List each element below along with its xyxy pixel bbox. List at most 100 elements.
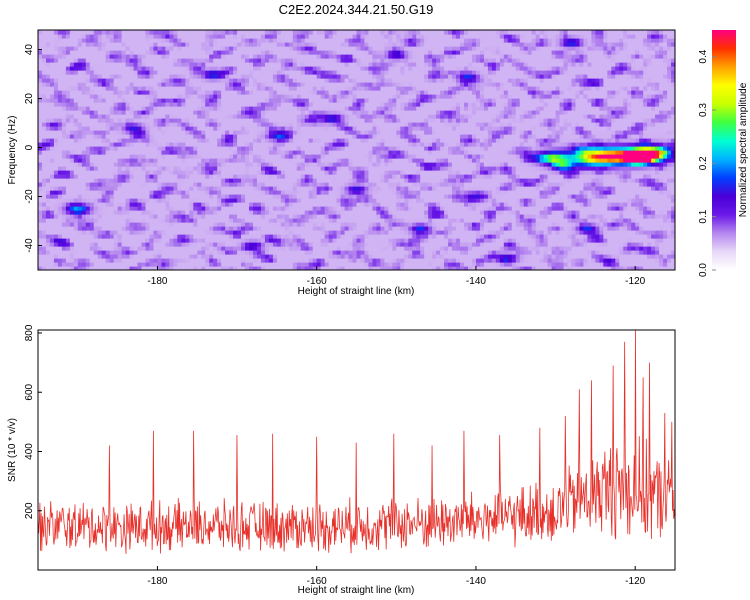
spectrogram-cell (487, 206, 493, 211)
spectrogram-cell (141, 186, 147, 191)
spectrogram-cell (467, 262, 473, 267)
spectrogram-cell (575, 190, 581, 195)
spectrogram-cell (308, 178, 314, 183)
spectrogram-cell (352, 146, 358, 151)
spectrogram-cell (157, 226, 163, 231)
spectrogram-cell (651, 162, 656, 167)
spectrogram-cell (555, 266, 561, 270)
spectrogram-cell (376, 158, 381, 163)
spectrogram-cell (241, 258, 246, 263)
spectrogram-cell (77, 218, 83, 223)
spectrogram-cell (400, 246, 405, 251)
spectrogram-cell (53, 234, 59, 239)
spectrogram-cell (567, 258, 573, 263)
spectrogram-cell (639, 186, 644, 191)
spectrogram-cell (201, 174, 206, 179)
spectrogram-cell (412, 198, 417, 203)
spectrogram-cell (396, 194, 401, 199)
spectrogram-cell (376, 202, 381, 207)
spectrogram-cell (193, 210, 198, 215)
spectrogram-cell (49, 234, 55, 239)
spectrogram-cell (372, 266, 378, 270)
spectrogram-cell (149, 162, 155, 167)
spectrogram-cell (647, 186, 652, 191)
spectrogram-cell (280, 198, 286, 203)
spectrogram-cell (105, 182, 111, 187)
spectrogram-cell (436, 162, 441, 167)
spectrogram-cell (420, 194, 425, 199)
spectrogram-cell (312, 190, 318, 195)
spectrogram-cell (547, 262, 553, 267)
spectrogram-cell (272, 158, 278, 163)
spectrogram-cell (655, 262, 660, 267)
spectrogram-cell (81, 254, 87, 259)
spectrogram-cell (38, 146, 43, 151)
spectrogram-cell (376, 226, 381, 231)
spectrogram-cell (579, 154, 585, 159)
spectrogram-cell (185, 170, 190, 175)
spectrogram-cell (245, 266, 250, 270)
spectrogram-cell (507, 242, 513, 247)
spectrogram-cell (440, 218, 445, 223)
spectrogram-cell (276, 222, 282, 227)
spectrogram-cell (169, 142, 174, 147)
spectrogram-cell (607, 246, 612, 251)
spectrogram-cell (61, 254, 67, 259)
spectrogram-cell (221, 238, 226, 243)
spectrogram-cell (615, 258, 620, 263)
spectrogram-cell (177, 198, 182, 203)
spectrogram-cell (161, 178, 166, 183)
spectrogram-cell (583, 182, 589, 187)
spectrogram-cell (400, 234, 405, 239)
spectrogram-cell (229, 198, 234, 203)
spectrogram-cell (615, 190, 620, 195)
spectrogram-cell (460, 250, 465, 255)
spectrogram-cell (507, 150, 513, 155)
spectrogram-cell (300, 262, 306, 267)
spectrogram-cell (221, 194, 226, 199)
spectrogram-cell (316, 166, 322, 171)
spectrogram-cell (177, 262, 182, 267)
spectrogram-cell (73, 250, 79, 255)
spectrogram-cell (416, 170, 421, 175)
spectrogram-cell (280, 222, 286, 227)
spectrogram-cell (535, 158, 541, 163)
spectrogram-cell (268, 246, 274, 251)
spectrogram-cell (105, 166, 111, 171)
spectrogram-cell (559, 262, 565, 267)
spectrogram-cell (651, 238, 656, 243)
spectrogram-cell (511, 222, 517, 227)
spectrogram-cell (655, 202, 660, 207)
spectrogram-cell (603, 206, 608, 211)
spectrogram-cell (519, 254, 525, 259)
spectrogram-cell (89, 194, 95, 199)
spectrogram-cell (217, 202, 222, 207)
spectrogram-cell (639, 242, 644, 247)
spectrogram-cell (639, 234, 644, 239)
spectrogram-cell (288, 190, 294, 195)
spectrogram-cell (221, 158, 226, 163)
spectrogram-cell (268, 154, 274, 159)
spectrogram-cell (384, 266, 389, 270)
spectrogram-cell (161, 254, 166, 259)
spectrogram-cell (587, 214, 592, 219)
spectrogram-cell (416, 250, 421, 255)
spectrogram-cell (113, 258, 119, 263)
spectrogram-cell (49, 162, 55, 167)
spectrogram-cell (340, 182, 346, 187)
spectrogram-cell (380, 266, 385, 270)
spectrogram-cell (209, 250, 214, 255)
spectrogram-cell (121, 254, 127, 259)
spectrogram-cell (460, 262, 465, 267)
spectrogram-cell (77, 230, 83, 235)
spectrogram-cell (595, 154, 600, 159)
spectrogram-cell (324, 250, 330, 255)
spectrogram-cell (181, 170, 186, 175)
spectrogram-cell (511, 170, 517, 175)
spectrogram-cell (300, 266, 306, 270)
spectrogram-cell (503, 230, 509, 235)
spectrogram-cell (651, 170, 656, 175)
spectrogram-cell (185, 154, 190, 159)
spectrogram-cell (165, 230, 170, 235)
spectrogram-cell (276, 174, 282, 179)
